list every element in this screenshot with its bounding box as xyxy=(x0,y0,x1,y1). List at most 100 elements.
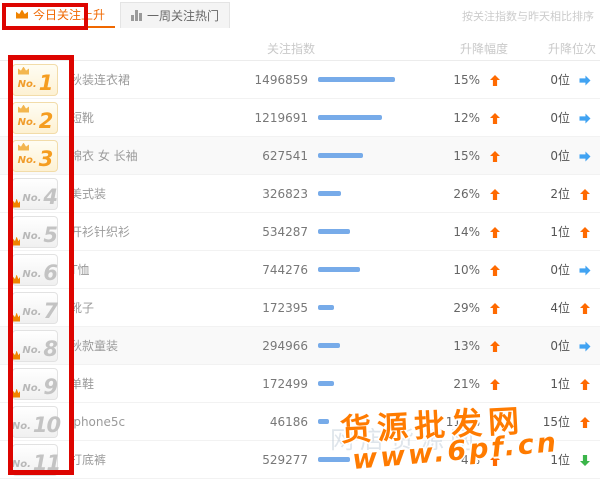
change-percent: 10% xyxy=(453,262,480,277)
rank-number: 11 xyxy=(32,450,61,475)
index-bar xyxy=(318,419,329,424)
attention-index-value: 172499 xyxy=(262,376,308,391)
rank-badge: No. 6 xyxy=(12,253,58,286)
rank-badge: No. 3 xyxy=(12,139,58,172)
keyword-label[interactable]: 美式装 xyxy=(70,187,107,201)
rank-number: 8 xyxy=(43,336,58,361)
rank-badge-prefix: No. xyxy=(17,116,37,128)
right-arrow-icon xyxy=(580,152,591,162)
table-row[interactable]: No. 2 短靴 1219691 12% 0位 xyxy=(0,99,600,137)
rank-badge: No. 2 xyxy=(12,101,58,134)
rank-number: 7 xyxy=(43,298,58,323)
rank-badge: No. 1 xyxy=(12,63,58,96)
crown-icon xyxy=(13,350,21,360)
rank-change: 0位 xyxy=(550,339,570,353)
table-row[interactable]: No. 3 棉衣 女 长袖 627541 15% 0位 xyxy=(0,137,600,175)
up-arrow-icon xyxy=(490,151,500,162)
index-bar-track xyxy=(308,457,400,462)
index-bar xyxy=(318,153,363,158)
rank-change: 1位 xyxy=(550,453,570,467)
keyword-label[interactable]: 秋装连衣裙 xyxy=(70,73,131,87)
up-arrow-icon xyxy=(580,189,590,200)
right-arrow-icon xyxy=(580,266,591,276)
rank-badge: No. 5 xyxy=(12,215,58,248)
change-percent: 26% xyxy=(453,186,480,201)
attention-index-value: 294966 xyxy=(262,338,308,353)
crown-icon xyxy=(18,104,29,113)
rank-change: 0位 xyxy=(550,263,570,277)
attention-index-value: 627541 xyxy=(262,148,308,163)
index-bar xyxy=(318,267,360,272)
table-row[interactable]: No. 4 美式装 326823 26% 2位 xyxy=(0,175,600,213)
rank-change: 1位 xyxy=(550,377,570,391)
up-arrow-icon xyxy=(490,417,500,428)
keyword-label[interactable]: iphone5c xyxy=(70,414,126,429)
index-bar-track xyxy=(308,305,400,310)
rank-badge: No. 4 xyxy=(12,177,58,210)
rank-number: 1 xyxy=(38,70,54,95)
keyword-label[interactable]: 秋款童装 xyxy=(70,339,119,353)
rank-change: 1位 xyxy=(550,225,570,239)
index-bar xyxy=(318,305,334,310)
rank-badge-prefix: No. xyxy=(17,154,37,166)
index-bar xyxy=(318,381,334,386)
keyword-label[interactable]: 短靴 xyxy=(70,111,95,125)
rank-number: 2 xyxy=(38,108,54,133)
bar-chart-icon xyxy=(131,10,143,21)
index-bar-track xyxy=(308,381,400,386)
table-row[interactable]: No. 10 iphone5c 46186 111% 15位 xyxy=(0,403,600,441)
index-bar-track xyxy=(308,229,400,234)
table-row[interactable]: No. 5 开衫针织衫 534287 14% 1位 xyxy=(0,213,600,251)
attention-index-value: 46186 xyxy=(269,414,308,429)
rank-number: 9 xyxy=(43,374,58,399)
column-header-index: 关注指数 xyxy=(267,42,316,56)
index-bar-track xyxy=(308,267,400,272)
up-arrow-icon xyxy=(490,455,500,466)
crown-icon xyxy=(18,66,29,75)
attention-index-value: 534287 xyxy=(262,224,308,239)
attention-index-value: 172395 xyxy=(262,300,308,315)
keyword-label[interactable]: 开衫针织衫 xyxy=(70,225,131,239)
rank-badge-prefix: No. xyxy=(11,458,31,470)
crown-icon xyxy=(13,274,21,284)
rank-change: 4位 xyxy=(550,301,570,315)
index-bar xyxy=(318,115,382,120)
table-row[interactable]: No. 9 单鞋 172499 21% 1位 xyxy=(0,365,600,403)
keyword-label[interactable]: 打底裤 xyxy=(70,453,107,467)
rank-badge: No. 10 xyxy=(12,405,61,438)
change-percent: 15% xyxy=(453,72,480,87)
up-arrow-icon xyxy=(490,303,500,314)
index-bar xyxy=(318,191,341,196)
attention-index-value: 529277 xyxy=(262,452,308,467)
up-arrow-icon xyxy=(490,113,500,124)
rank-badge: No. 8 xyxy=(12,329,58,362)
rank-badge-prefix: No. xyxy=(22,344,42,356)
keyword-label[interactable]: 单鞋 xyxy=(70,377,95,391)
keyword-label[interactable]: T恤 xyxy=(70,263,90,277)
table-row[interactable]: No. 1 秋装连衣裙 1496859 15% 0位 xyxy=(0,61,600,99)
table-row[interactable]: No. 7 靴子 172395 29% 4位 xyxy=(0,289,600,327)
up-arrow-icon xyxy=(490,379,500,390)
attention-index-value: 326823 xyxy=(262,186,308,201)
index-bar-track xyxy=(308,343,400,348)
right-arrow-icon xyxy=(580,114,591,124)
index-bar-track xyxy=(308,191,400,196)
up-arrow-icon xyxy=(490,227,500,238)
rank-badge-prefix: No. xyxy=(17,78,37,90)
change-percent: 12% xyxy=(453,110,480,125)
attention-index-value: 1496859 xyxy=(254,72,308,87)
table-header: 关注指数 升降幅度 升降位次 xyxy=(0,32,600,61)
up-arrow-icon xyxy=(580,379,590,390)
crown-icon xyxy=(18,142,29,151)
tab-today-rising[interactable]: 今日关注上升 xyxy=(6,2,116,28)
tab-week-hot[interactable]: 一周关注热门 xyxy=(120,2,231,28)
rank-change: 15位 xyxy=(542,415,570,429)
right-arrow-icon xyxy=(580,76,591,86)
keyword-label[interactable]: 靴子 xyxy=(70,301,95,315)
table-row[interactable]: No. 6 T恤 744276 10% 0位 xyxy=(0,251,600,289)
index-bar-track xyxy=(308,77,400,82)
table-row[interactable]: No. 8 秋款童装 294966 13% 0位 xyxy=(0,327,600,365)
crown-icon xyxy=(13,312,21,322)
keyword-label[interactable]: 棉衣 女 长袖 xyxy=(70,149,138,163)
table-row[interactable]: No. 11 打底裤 529277 4% 1位 xyxy=(0,441,600,479)
